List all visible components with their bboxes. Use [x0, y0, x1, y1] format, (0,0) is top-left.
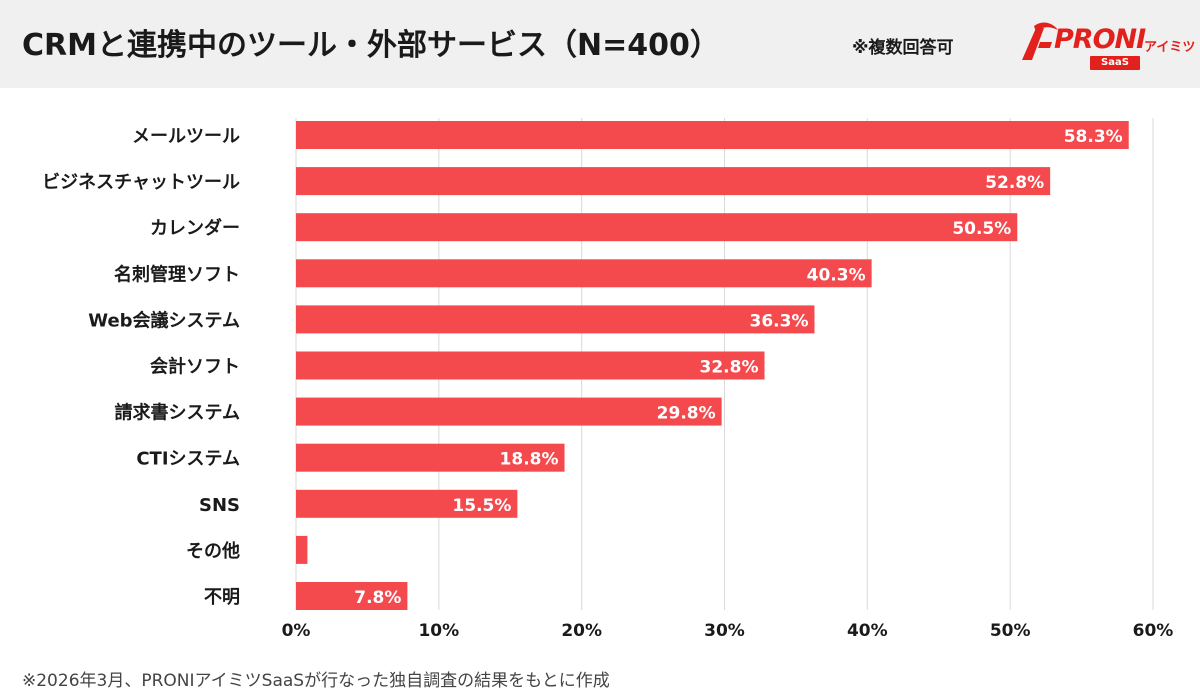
x-tick-label: 60% [1133, 621, 1174, 641]
data-label: 40.3% [807, 265, 866, 285]
category-label: Web会議システム [88, 309, 240, 331]
category-label: カレンダー [150, 217, 240, 239]
bar [296, 121, 1129, 149]
data-label: 58.3% [1064, 127, 1123, 147]
category-label: メールツール [132, 126, 240, 147]
category-label: SNS [199, 495, 240, 516]
x-tick-label: 0% [282, 621, 311, 641]
bar [296, 443, 565, 472]
bar [296, 259, 872, 288]
x-tick-label: 10% [418, 621, 459, 641]
x-tick-label: 50% [990, 621, 1031, 641]
category-label: CTIシステム [136, 449, 240, 470]
proni-logo: PRONI アイミツ SaaS [1018, 18, 1195, 70]
bar [296, 351, 765, 380]
data-label: 50.5% [952, 219, 1011, 239]
data-label: 36.3% [750, 311, 809, 331]
data-label: 18.8% [500, 450, 559, 470]
multiple-answer-note: ※複数回答可 [852, 38, 954, 58]
bar [296, 213, 1018, 242]
chart-header: CRMと連携中のツール・外部サービス（N=400） ※複数回答可 PRONI ア… [0, 0, 1200, 88]
logo-swoosh-icon [1022, 22, 1058, 60]
bar [296, 397, 722, 426]
bar [296, 582, 408, 610]
x-tick-label: 30% [704, 621, 745, 641]
category-label: その他 [186, 540, 240, 562]
data-label: 29.8% [657, 404, 716, 424]
bar [296, 167, 1051, 196]
x-tick-label: 20% [561, 621, 602, 641]
category-label: 不明 [204, 587, 240, 608]
data-label: 7.8% [354, 588, 401, 608]
footnote: ※2026年3月、PRONIアイミツSaaSが行なった独自調査の結果をもとに作成 [22, 671, 610, 691]
bar [296, 489, 518, 518]
data-label: 15.5% [452, 496, 511, 516]
category-label: ビジネスチャットツール [42, 172, 240, 193]
logo-badge: SaaS [1090, 56, 1140, 70]
logo-wordmark: PRONI [1054, 24, 1146, 55]
x-tick-label: 40% [847, 621, 888, 641]
logo-subtext: アイミツ [1144, 40, 1196, 55]
category-label: 会計ソフト [150, 356, 240, 378]
category-label: 請求書システム [115, 402, 240, 424]
data-label: 52.8% [985, 173, 1044, 193]
chart-title: CRMと連携中のツール・外部サービス（N=400） [22, 28, 720, 63]
bar [296, 535, 308, 564]
data-label: 32.8% [700, 358, 759, 378]
category-label: 名刺管理ソフト [114, 263, 240, 285]
bar-chart: メールツール 58.3% ビジネスチャットツール 52.8% カレンダー 50.5% 名刺管… [42, 118, 1174, 641]
bar [296, 305, 815, 334]
